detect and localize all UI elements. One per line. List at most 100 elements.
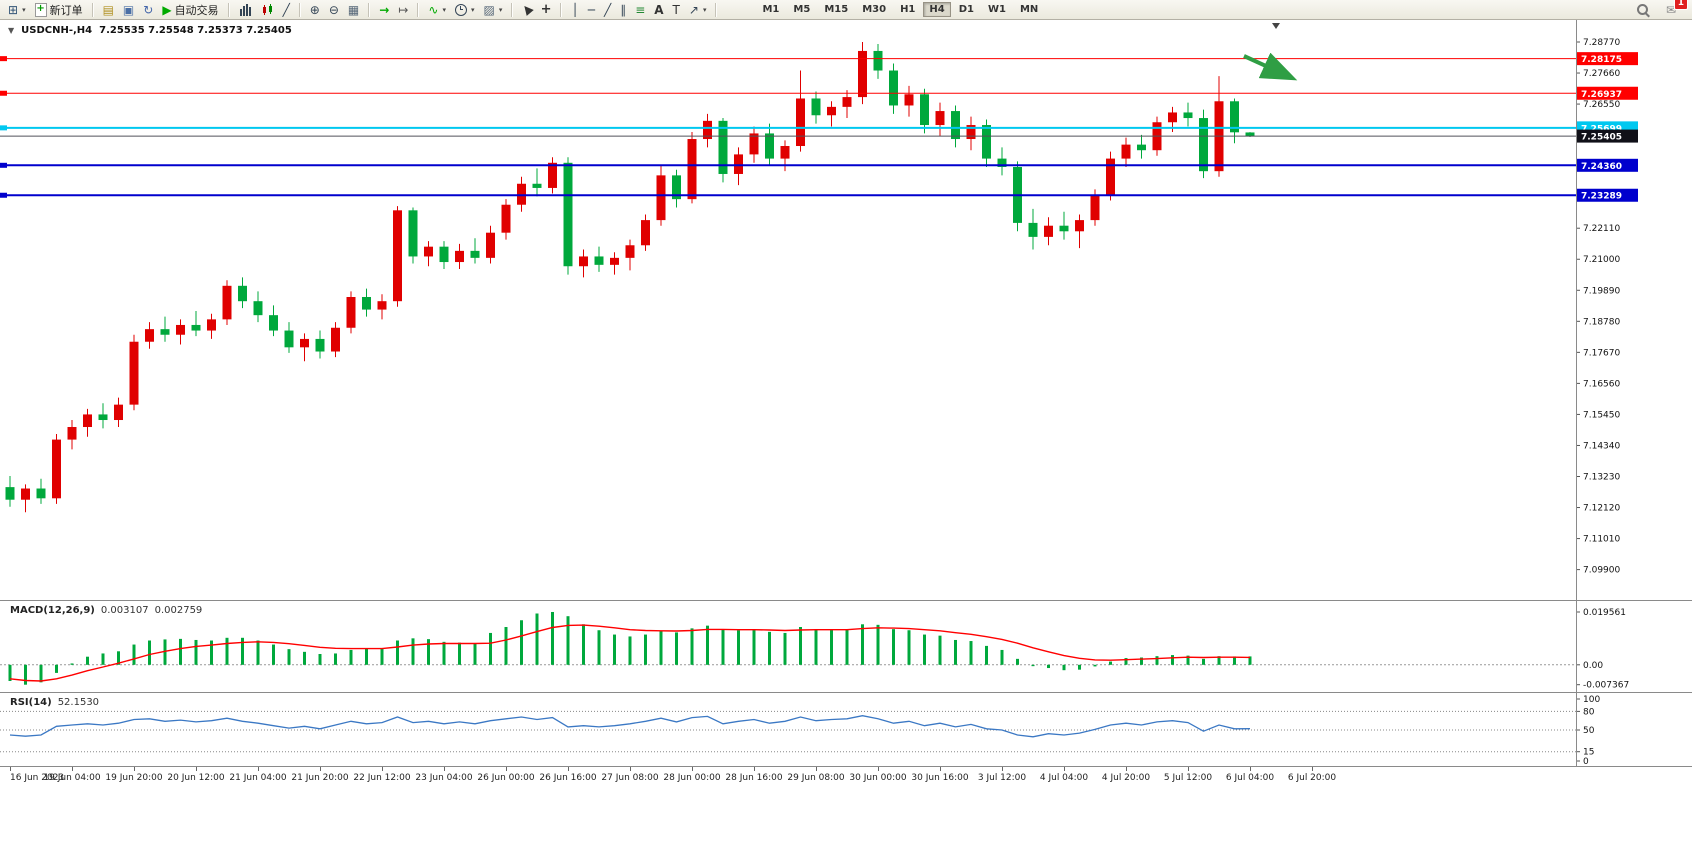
macd-canvas[interactable]: 0.019561 0.00 -0.007367: [0, 602, 1692, 692]
play-icon: ▶: [162, 2, 172, 17]
profiles-button[interactable]: ▤: [99, 0, 118, 20]
macd-bar: [148, 640, 151, 665]
time-tick: [1002, 767, 1003, 771]
new-chart-button[interactable]: ⊞ ▾: [4, 0, 30, 20]
bar-chart-button[interactable]: [235, 0, 256, 20]
time-axis-label: 5 Jul 12:00: [1163, 773, 1213, 783]
line-left-marker: [0, 192, 7, 198]
macd-bar: [1031, 664, 1035, 667]
svg-text:100: 100: [1583, 695, 1600, 705]
candle: [393, 210, 402, 302]
tab-M15[interactable]: M15: [824, 4, 849, 15]
panel-divider[interactable]: [0, 692, 1692, 694]
candle: [501, 204, 511, 233]
zoom-out-icon: ⊖: [328, 2, 339, 17]
autotrading-button[interactable]: ▶ 自动交易: [158, 0, 222, 20]
data-window-button[interactable]: ▣: [119, 0, 138, 20]
macd-bar: [814, 629, 818, 665]
macd-name: MACD(12,26,9): [10, 605, 95, 616]
macd-bar: [473, 643, 477, 665]
svg-text:7.11010: 7.11010: [1583, 535, 1620, 545]
macd-bar: [830, 629, 833, 665]
line-chart-icon: ╱: [282, 2, 290, 17]
candle: [904, 94, 914, 106]
toolbar-separator: [298, 2, 301, 17]
time-axis-label: 30 Jun 16:00: [911, 773, 969, 783]
search-icon: [1636, 4, 1648, 15]
candle: [1090, 194, 1100, 221]
line-chart-button[interactable]: ╱: [279, 0, 294, 20]
price-chart-canvas[interactable]: 7.287707.276607.265507.254407.243307.232…: [0, 20, 1692, 600]
tab-MN[interactable]: MN: [1019, 4, 1039, 15]
notifications-button[interactable]: ✉ 1: [1662, 0, 1688, 20]
svg-text:7.14340: 7.14340: [1583, 441, 1620, 451]
tile-windows-icon: ▦: [347, 2, 360, 17]
tab-M30[interactable]: M30: [862, 4, 887, 15]
crosshair-button[interactable]: +: [537, 0, 556, 20]
macd-bar: [721, 629, 725, 665]
chart-shift-button[interactable]: ↦: [394, 0, 412, 20]
macd-bar: [520, 620, 523, 665]
time-axis-label: 4 Jul 04:00: [1039, 773, 1089, 783]
macd-bar: [582, 624, 585, 665]
horizontal-line-button[interactable]: ─: [584, 0, 599, 20]
templates-button[interactable]: ▨ ▾: [479, 0, 506, 20]
zoom-out-button[interactable]: ⊖: [325, 0, 343, 20]
price-badge: 7.24360: [1576, 158, 1638, 172]
svg-text:7.09900: 7.09900: [1583, 566, 1620, 576]
svg-text:7.26937: 7.26937: [1581, 90, 1622, 100]
vertical-line-button[interactable]: │: [567, 0, 582, 20]
macd-bar: [644, 634, 647, 665]
cursor-button[interactable]: ▶: [518, 0, 536, 20]
refresh-button[interactable]: ↻: [139, 0, 157, 20]
svg-text:50: 50: [1583, 726, 1595, 736]
rsi-indicator-label: RSI(14) 52.1530: [10, 697, 99, 708]
chart-shift-marker[interactable]: [1272, 23, 1280, 29]
search-button[interactable]: [1633, 0, 1652, 20]
candle: [408, 210, 418, 257]
trend-arrow-annotation[interactable]: [1243, 52, 1298, 81]
candle: [997, 158, 1007, 167]
price-scale[interactable]: 7.287707.276607.265507.254407.243307.232…: [1576, 38, 1620, 576]
tab-M5[interactable]: M5: [793, 4, 811, 15]
time-axis[interactable]: 16 Jun 2023 19 Jun 04:00 19 Jun 20:00 20 Ju…: [0, 766, 1692, 789]
macd-bar: [1047, 664, 1050, 669]
text-label-button[interactable]: T: [669, 0, 684, 20]
candlestick-chart-button[interactable]: [257, 0, 278, 20]
text-button[interactable]: A: [650, 0, 667, 20]
tab-M1[interactable]: M1: [762, 4, 780, 15]
zoom-in-button[interactable]: ⊕: [306, 0, 324, 20]
svg-text:7.17670: 7.17670: [1583, 348, 1620, 358]
svg-text:7.19890: 7.19890: [1583, 286, 1620, 296]
fibonacci-icon: ≡: [635, 2, 646, 17]
panel-divider[interactable]: [0, 600, 1692, 602]
macd-bar: [365, 648, 368, 665]
time-axis-label: 22 Jun 12:00: [353, 773, 411, 783]
tab-D1[interactable]: D1: [958, 4, 974, 15]
candle: [1183, 112, 1193, 119]
new-order-button[interactable]: + 新订单: [31, 0, 87, 20]
trendline-button[interactable]: ╱: [600, 0, 615, 20]
arrows-button[interactable]: ↗ ▾: [685, 0, 711, 20]
chevron-down-icon: ▾: [498, 5, 503, 14]
time-tick: [134, 767, 135, 771]
channel-icon: ∥: [620, 2, 627, 17]
periods-button[interactable]: ▾: [451, 0, 479, 20]
candle: [424, 246, 433, 257]
indicators-button[interactable]: ∿ ▾: [424, 0, 450, 20]
rsi-canvas[interactable]: 100 80 50 150: [0, 694, 1692, 766]
svg-text:7.22110: 7.22110: [1583, 224, 1620, 234]
time-tick: [196, 767, 197, 771]
line-left-marker: [0, 56, 7, 62]
one-click-trading-toggle-icon[interactable]: ▼: [8, 26, 15, 35]
macd-bar: [566, 616, 570, 665]
vertical-line-icon: │: [571, 2, 579, 17]
auto-scroll-button[interactable]: →: [375, 0, 393, 20]
chart-shift-icon: ↦: [398, 2, 409, 17]
fibonacci-button[interactable]: ≡: [631, 0, 649, 20]
tile-windows-button[interactable]: ▦: [344, 0, 363, 20]
tab-H4[interactable]: H4: [923, 2, 951, 17]
tab-W1[interactable]: W1: [987, 4, 1006, 15]
channel-button[interactable]: ∥: [616, 0, 630, 20]
tab-H1[interactable]: H1: [900, 4, 916, 15]
